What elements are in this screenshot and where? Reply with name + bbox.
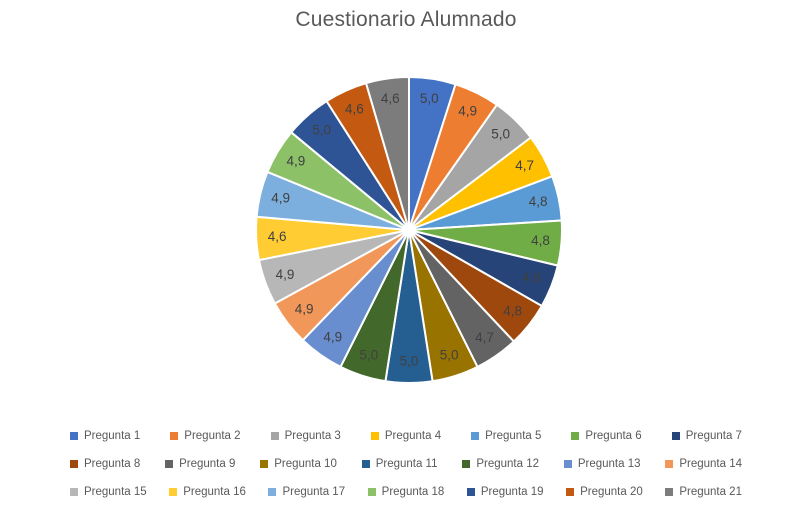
data-label-pregunta-9: 4,7 (475, 330, 494, 345)
legend-item-pregunta-2[interactable]: Pregunta 2 (170, 430, 241, 442)
legend-color-swatch (563, 460, 572, 468)
legend-color-swatch (270, 432, 279, 440)
legend-color-swatch (665, 460, 674, 468)
legend-color-swatch (268, 488, 277, 496)
pie-slice-pregunta-21[interactable] (365, 76, 410, 231)
legend-label: Pregunta 4 (384, 430, 442, 442)
legend-item-pregunta-5[interactable]: Pregunta 5 (471, 430, 541, 442)
legend-color-swatch (169, 488, 178, 496)
legend-label: Pregunta 2 (184, 430, 241, 442)
data-label-pregunta-21: 4,6 (381, 91, 400, 106)
legend-row: Pregunta 15 Pregunta 16 Pregunta 17 Pregunt… (70, 478, 742, 506)
legend-label: Pregunta 7 (685, 430, 742, 442)
data-label-pregunta-16: 4,6 (268, 229, 287, 244)
legend-color-swatch (370, 432, 379, 440)
data-label-pregunta-4: 4,7 (515, 158, 534, 173)
legend-color-swatch (571, 432, 580, 440)
data-label-pregunta-11: 5,0 (400, 354, 419, 369)
legend-label: Pregunta 5 (485, 430, 542, 442)
legend-label: Pregunta 8 (84, 458, 141, 470)
pie-plot-area: 5,0 4,9 5,0 4,7 4,8 4,8 4,6 4,8 4,7 5,0 5,0 5,0 4,9 4… (239, 60, 579, 400)
legend-color-swatch (367, 488, 376, 496)
legend-item-pregunta-16[interactable]: Pregunta 16 (169, 486, 246, 498)
data-label-pregunta-13: 4,9 (323, 329, 342, 344)
legend-color-swatch (70, 432, 78, 440)
pie-chart: 5,0 4,9 5,0 4,7 4,8 4,8 4,6 4,8 4,7 5,0 5,0 5,0 4,9 4… (255, 76, 564, 384)
legend-label: Pregunta 17 (282, 486, 346, 498)
legend-item-pregunta-17[interactable]: Pregunta 17 (268, 486, 345, 498)
data-label-pregunta-6: 4,8 (531, 233, 550, 248)
legend-item-pregunta-19[interactable]: Pregunta 19 (466, 486, 544, 498)
legend-label: Pregunta 6 (585, 430, 642, 442)
legend-label: Pregunta 3 (284, 430, 341, 442)
legend-item-pregunta-3[interactable]: Pregunta 3 (270, 430, 341, 442)
data-label-pregunta-18: 4,9 (287, 154, 306, 169)
legend-item-pregunta-10[interactable]: Pregunta 10 (260, 458, 337, 470)
legend-label: Pregunta 1 (84, 430, 141, 442)
legend-color-swatch (462, 460, 471, 468)
legend-item-pregunta-7[interactable]: Pregunta 7 (671, 430, 742, 442)
legend-item-pregunta-18[interactable]: Pregunta 18 (367, 486, 445, 498)
legend-label: Pregunta 20 (580, 486, 643, 498)
legend-row: Pregunta 8 Pregunta 9 Pregunta 10 Pregunta … (70, 450, 742, 478)
chart-title: Cuestionario Alumnado (295, 8, 517, 31)
legend-color-swatch (665, 488, 674, 496)
legend-color-swatch (466, 488, 475, 496)
legend-label: Pregunta 19 (480, 486, 544, 498)
legend-item-pregunta-1[interactable]: Pregunta 1 (70, 430, 140, 442)
legend-label: Pregunta 13 (577, 458, 641, 470)
legend-color-swatch (70, 488, 78, 496)
legend-color-swatch (471, 432, 480, 440)
legend-label: Pregunta 21 (679, 486, 742, 498)
legend-label: Pregunta 12 (476, 458, 539, 470)
legend-label: Pregunta 10 (274, 458, 337, 470)
legend-item-pregunta-15[interactable]: Pregunta 15 (70, 486, 147, 498)
legend-item-pregunta-6[interactable]: Pregunta 6 (571, 430, 642, 442)
legend-item-pregunta-11[interactable]: Pregunta 11 (361, 458, 438, 470)
data-label-pregunta-12: 5,0 (359, 347, 378, 362)
data-label-pregunta-17: 4,9 (271, 190, 290, 205)
legend-color-swatch (170, 432, 179, 440)
legend-item-pregunta-14[interactable]: Pregunta 14 (665, 458, 742, 470)
legend-label: Pregunta 18 (381, 486, 445, 498)
legend-label: Pregunta 15 (84, 486, 147, 498)
legend-label: Pregunta 9 (179, 458, 236, 470)
legend-label: Pregunta 14 (679, 458, 742, 470)
legend-item-pregunta-9[interactable]: Pregunta 9 (165, 458, 235, 470)
legend-item-pregunta-13[interactable]: Pregunta 13 (563, 458, 641, 470)
legend-row: Pregunta 1 Pregunta 2 Pregunta 3 Pregunta 4… (70, 422, 742, 450)
data-label-pregunta-5: 4,8 (529, 194, 548, 209)
legend-item-pregunta-20[interactable]: Pregunta 20 (566, 486, 643, 498)
legend-color-swatch (70, 460, 78, 468)
legend-item-pregunta-4[interactable]: Pregunta 4 (370, 430, 442, 442)
legend-color-swatch (260, 460, 269, 468)
legend-item-pregunta-8[interactable]: Pregunta 8 (70, 458, 140, 470)
data-label-pregunta-2: 4,9 (458, 103, 477, 118)
data-label-pregunta-3: 5,0 (491, 126, 510, 141)
data-label-pregunta-15: 4,9 (276, 267, 295, 282)
data-label-pregunta-8: 4,8 (503, 303, 522, 318)
data-label-pregunta-1: 5,0 (420, 91, 439, 106)
legend-item-pregunta-21[interactable]: Pregunta 21 (665, 486, 742, 498)
legend-color-swatch (566, 488, 575, 496)
legend-color-swatch (361, 460, 370, 468)
legend-label: Pregunta 16 (183, 486, 246, 498)
data-label-pregunta-19: 5,0 (312, 123, 331, 138)
legend-color-swatch (165, 460, 174, 468)
data-label-pregunta-14: 4,9 (295, 302, 314, 317)
data-label-pregunta-20: 4,6 (345, 101, 364, 116)
legend-label: Pregunta 11 (375, 458, 438, 470)
chart-legend: Pregunta 1 Pregunta 2 Pregunta 3 Pregunta 4… (70, 422, 742, 506)
legend-color-swatch (671, 432, 680, 440)
data-label-pregunta-10: 5,0 (440, 347, 459, 362)
data-label-pregunta-7: 4,6 (522, 270, 541, 285)
legend-item-pregunta-12[interactable]: Pregunta 12 (462, 458, 539, 470)
